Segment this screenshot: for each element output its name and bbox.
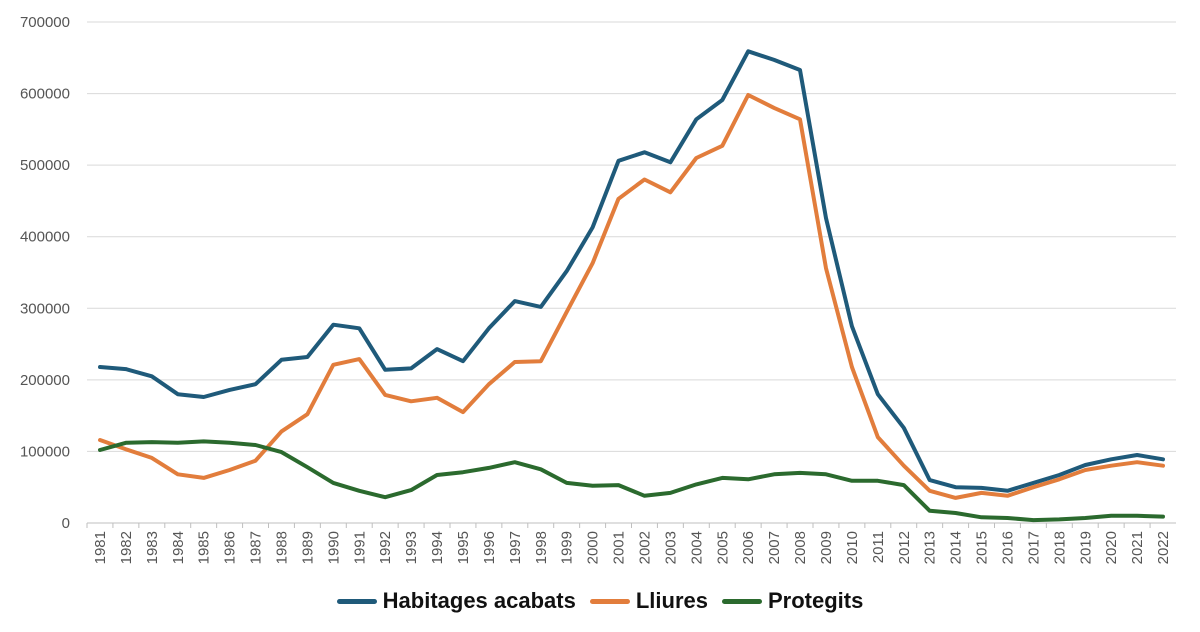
y-tick-label: 0 [62, 515, 70, 532]
x-tick-label: 2010 [844, 531, 861, 564]
x-tick-label: 1986 [222, 531, 239, 564]
series-line-habitages-acabats [98, 49, 1165, 493]
x-tick-label: 1991 [351, 531, 368, 564]
y-tick-label: 500000 [20, 157, 70, 174]
y-tick-label: 300000 [20, 300, 70, 317]
x-tick-label: 1994 [429, 531, 446, 564]
y-tick-label: 400000 [20, 229, 70, 246]
x-tick-label: 2016 [999, 531, 1016, 564]
x-tick-label: 2007 [766, 531, 783, 564]
y-tick-label: 200000 [20, 372, 70, 389]
x-tick-label: 2014 [948, 531, 965, 564]
y-tick-label: 600000 [20, 86, 70, 103]
x-tick-label: 2020 [1103, 531, 1120, 564]
series-line-lliures [98, 93, 1165, 500]
x-tick-label: 1983 [144, 531, 161, 564]
x-tick-label: 1982 [118, 531, 135, 564]
x-tick-label: 1998 [533, 531, 550, 564]
x-tick-label: 1985 [196, 531, 213, 564]
x-tick-label: 2000 [585, 531, 602, 564]
x-tick-label: 2008 [792, 531, 809, 564]
x-tick-label: 2022 [1155, 531, 1172, 564]
x-tick-label: 2004 [688, 531, 705, 564]
x-tick-label: 2013 [922, 531, 939, 564]
x-tick-label: 2015 [974, 531, 991, 564]
x-tick-label: 2018 [1051, 531, 1068, 564]
legend-swatch [721, 598, 762, 604]
legend-item: Lliures [589, 588, 708, 614]
x-tick-label: 2012 [896, 531, 913, 564]
legend-label: Habitages acabats [382, 588, 576, 613]
x-tick-label: 2006 [740, 531, 757, 564]
x-tick-label: 2002 [636, 531, 653, 564]
x-tick-label: 1984 [170, 531, 187, 564]
x-tick-label: 2011 [870, 531, 887, 563]
legend-swatch [336, 598, 377, 604]
x-tick-label: 1995 [455, 531, 472, 564]
x-tick-label: 1981 [92, 531, 109, 564]
x-tick-label: 1987 [248, 531, 265, 564]
x-tick-label: 1992 [377, 531, 394, 564]
x-tick-label: 1999 [559, 531, 576, 564]
y-tick-label: 700000 [20, 14, 70, 31]
x-tick-label: 1996 [481, 531, 498, 564]
x-tick-label: 2017 [1025, 531, 1042, 564]
x-tick-label: 2003 [662, 531, 679, 564]
x-tick-label: 2009 [818, 531, 835, 564]
legend-swatch [589, 598, 630, 604]
legend-item: Habitages acabats [336, 588, 576, 614]
x-tick-label: 2001 [611, 531, 628, 564]
x-tick-label: 1990 [325, 531, 342, 564]
x-tick-label: 2019 [1077, 531, 1094, 564]
series-line-protegits [98, 439, 1165, 523]
x-tick-label: 1988 [273, 531, 290, 564]
legend-label: Lliures [635, 588, 708, 613]
x-tick-label: 1989 [299, 531, 316, 564]
x-tick-label: 2005 [714, 531, 731, 564]
legend: Habitages acabats Lliures Protegits [0, 588, 1200, 614]
x-tick-label: 2021 [1129, 531, 1146, 564]
x-tick-label: 1997 [507, 531, 524, 564]
legend-label: Protegits [767, 588, 864, 613]
y-tick-label: 100000 [20, 443, 70, 460]
x-tick-label: 1993 [403, 531, 420, 564]
legend-item: Protegits [721, 588, 864, 614]
